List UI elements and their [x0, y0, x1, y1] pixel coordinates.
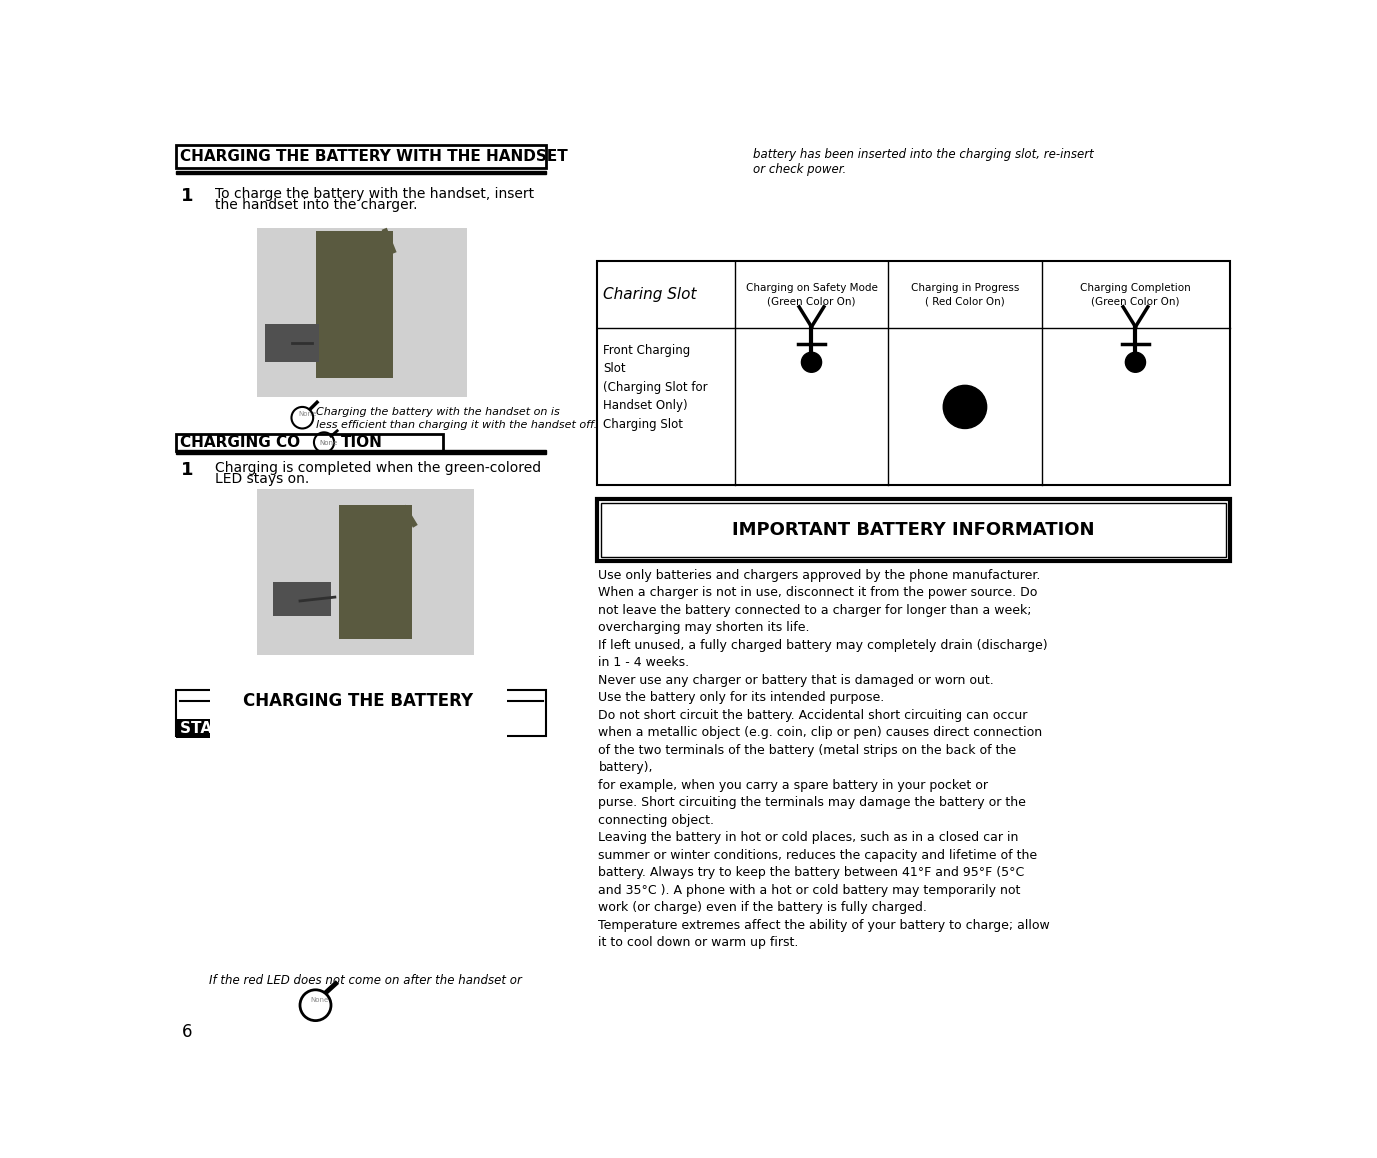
- Text: None: None: [319, 440, 337, 446]
- Bar: [266, 324, 319, 362]
- Text: IMPORTANT BATTERY INFORMATION: IMPORTANT BATTERY INFORMATION: [733, 521, 1095, 540]
- Text: Charging the battery with the handset on is
less efficient than charging it with: Charging the battery with the handset on…: [315, 406, 596, 430]
- Bar: [176, 170, 547, 175]
- Bar: [257, 227, 467, 397]
- Text: CHARGING THE BATTERY WITH THE HANDSET: CHARGING THE BATTERY WITH THE HANDSET: [180, 149, 567, 164]
- Bar: [176, 434, 443, 450]
- Text: To charge the battery with the handset, insert: To charge the battery with the handset, …: [215, 186, 534, 200]
- Bar: [339, 505, 412, 639]
- Bar: [596, 499, 1230, 560]
- Text: battery has been inserted into the charging slot, re-insert
or check power.: battery has been inserted into the charg…: [753, 148, 1095, 176]
- Bar: [273, 581, 330, 616]
- Bar: [257, 490, 474, 655]
- Bar: [176, 145, 547, 168]
- Text: 1: 1: [182, 186, 194, 205]
- Bar: [176, 719, 439, 738]
- Text: Charging Completion
(Green Color On): Charging Completion (Green Color On): [1080, 283, 1191, 306]
- Text: TION: TION: [341, 435, 383, 449]
- Text: If the red LED does not come on after the handset or: If the red LED does not come on after th…: [209, 974, 522, 988]
- Text: STATUS OF CHARGER LED: STATUS OF CHARGER LED: [180, 720, 398, 735]
- Text: LED stays on.: LED stays on.: [215, 472, 308, 486]
- Text: CHARGING THE BATTERY: CHARGING THE BATTERY: [244, 692, 474, 710]
- Bar: [315, 232, 392, 378]
- Text: the handset into the charger.: the handset into the charger.: [215, 198, 417, 212]
- Bar: [176, 450, 547, 454]
- Bar: [600, 504, 1226, 557]
- Bar: [596, 261, 1230, 485]
- Text: None: None: [310, 997, 328, 1003]
- Text: Charging in Progress
( Red Color On): Charging in Progress ( Red Color On): [910, 283, 1019, 306]
- Circle shape: [1125, 352, 1146, 372]
- Text: Charging on Safety Mode
(Green Color On): Charging on Safety Mode (Green Color On): [745, 283, 877, 306]
- Bar: [176, 689, 547, 735]
- Text: 6: 6: [182, 1023, 191, 1041]
- Text: Charging is completed when the green-colored: Charging is completed when the green-col…: [215, 461, 541, 475]
- Text: None: None: [299, 411, 317, 417]
- Text: Use only batteries and chargers approved by the phone manufacturer.
When a charg: Use only batteries and chargers approved…: [599, 569, 1051, 950]
- Text: Front Charging
Slot
(Charging Slot for
Handset Only)
Charging Slot: Front Charging Slot (Charging Slot for H…: [603, 344, 708, 431]
- Text: CHARGING CO: CHARGING CO: [180, 435, 300, 449]
- Circle shape: [943, 386, 987, 428]
- Text: 1: 1: [182, 461, 194, 478]
- Text: Charing Slot: Charing Slot: [603, 287, 697, 302]
- Circle shape: [801, 352, 822, 372]
